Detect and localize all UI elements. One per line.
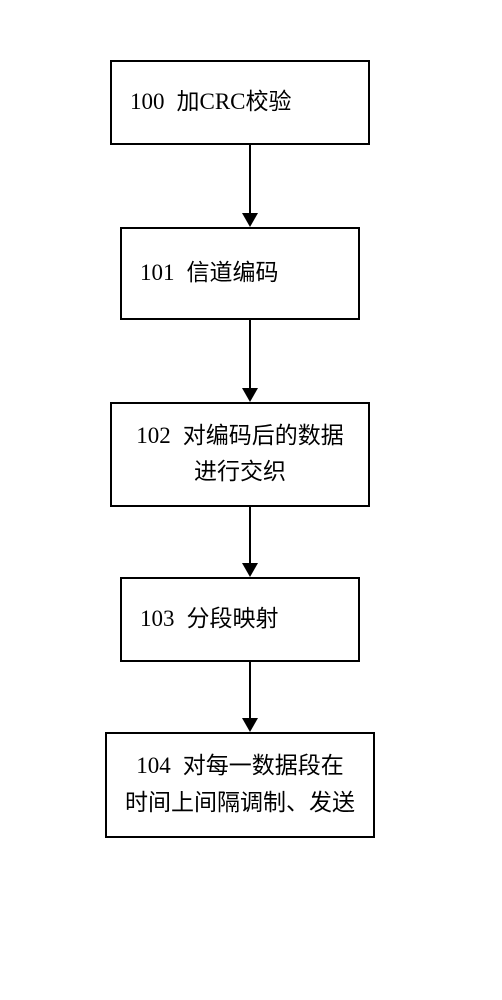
edge-line xyxy=(249,507,251,567)
edge-line xyxy=(249,662,251,722)
edge-line xyxy=(249,320,251,392)
arrowhead-icon xyxy=(242,563,258,577)
node-number: 100 xyxy=(130,89,165,114)
flow-edge xyxy=(90,507,410,577)
flow-node-103: 103 分段映射 xyxy=(120,577,360,662)
flow-node-102: 102 对编码后的数据进行交织 xyxy=(110,402,370,508)
flow-edge xyxy=(90,145,410,227)
flow-node-104: 104对每一数据段在时间上间隔调制、发送 xyxy=(105,732,375,838)
node-label: 分段映射 xyxy=(187,606,279,631)
node-number: 101 xyxy=(140,260,175,285)
node-number: 104 xyxy=(136,753,171,778)
arrowhead-icon xyxy=(242,388,258,402)
flow-node-100: 100 加CRC校验 xyxy=(110,60,370,145)
node-number: 102 xyxy=(136,423,171,448)
node-label: 信道编码 xyxy=(187,260,279,285)
arrowhead-icon xyxy=(242,718,258,732)
flow-node-101: 101 信道编码 xyxy=(120,227,360,320)
node-number: 103 xyxy=(140,606,175,631)
flow-edge xyxy=(90,320,410,402)
node-label: 对编码后的数据进行交织 xyxy=(183,423,344,485)
flow-edge xyxy=(90,662,410,732)
node-label: 加CRC校验 xyxy=(177,89,292,114)
edge-line xyxy=(249,145,251,217)
flowchart-container: 100 加CRC校验 101 信道编码 102 对编码后的数据进行交织 103 分段映射… xyxy=(90,60,410,838)
arrowhead-icon xyxy=(242,213,258,227)
